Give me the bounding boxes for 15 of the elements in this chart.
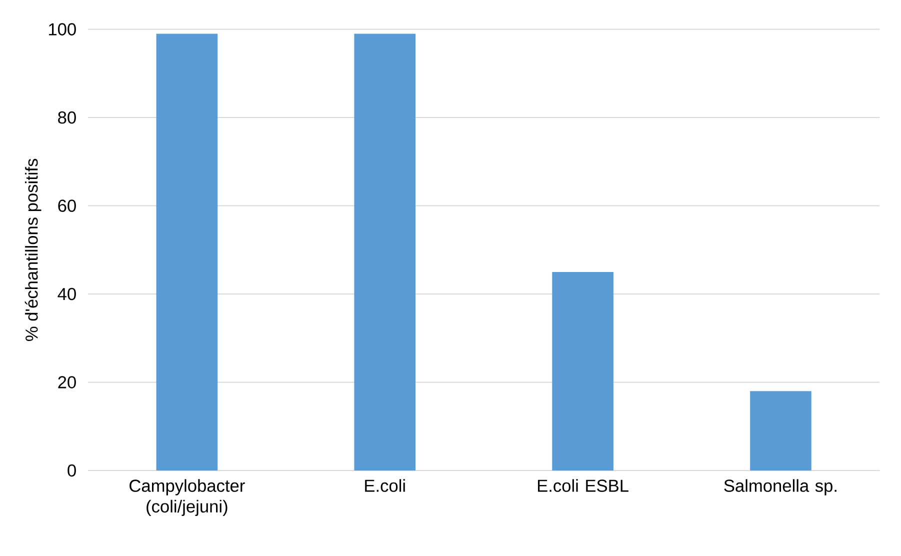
x-tick-label: Salmonella sp.: [724, 479, 836, 496]
bar: [552, 272, 614, 471]
y-tick-label: 0: [68, 464, 76, 477]
y-tick-label: 20: [58, 376, 76, 388]
y-tick-label: 60: [58, 200, 76, 212]
bar: [750, 391, 812, 471]
y-tick-label: 80: [58, 112, 76, 124]
x-tick-label: E.coli: [365, 479, 405, 492]
y-tick-label: 40: [58, 288, 76, 300]
y-tick-label: 100: [49, 23, 76, 36]
x-tick-label: Campylobacter (coli/jejuni): [130, 479, 245, 516]
y-axis-title: % d'échantillons positifs: [24, 158, 42, 342]
bar: [156, 34, 218, 471]
bar: [354, 34, 416, 471]
x-tick-label: E.coli ESBL: [538, 479, 628, 492]
